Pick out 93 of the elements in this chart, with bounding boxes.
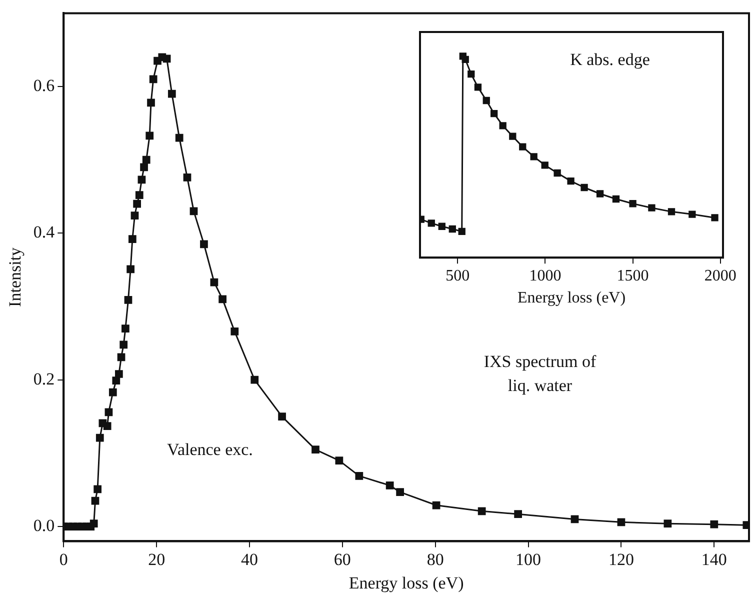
point bbox=[122, 324, 130, 332]
point bbox=[514, 510, 522, 518]
x-axis-title: Energy loss (eV) bbox=[348, 573, 464, 592]
point bbox=[96, 434, 104, 442]
point bbox=[482, 96, 490, 104]
point bbox=[115, 370, 123, 378]
point bbox=[312, 446, 320, 454]
point bbox=[554, 169, 561, 177]
point bbox=[355, 472, 364, 480]
y-axis-title: Intensity bbox=[6, 246, 25, 307]
point bbox=[668, 208, 676, 216]
x-tick-label: 100 bbox=[516, 550, 542, 569]
point bbox=[120, 340, 128, 349]
point bbox=[278, 412, 286, 420]
point bbox=[335, 456, 344, 464]
point bbox=[230, 328, 239, 336]
point bbox=[541, 162, 548, 169]
x-tick-label: 0 bbox=[59, 550, 68, 569]
point bbox=[530, 153, 538, 160]
point bbox=[140, 163, 148, 172]
x-tick-label: 40 bbox=[241, 550, 258, 569]
y-tick-label: 0.0 bbox=[33, 516, 55, 535]
point bbox=[386, 482, 394, 490]
point bbox=[117, 353, 126, 362]
x-tick-label: 20 bbox=[148, 550, 166, 569]
x-tick-label: 1500 bbox=[616, 267, 649, 284]
point bbox=[133, 200, 141, 208]
x-tick-label: 80 bbox=[426, 550, 444, 569]
x-tick-label: 500 bbox=[446, 267, 470, 284]
point bbox=[478, 507, 486, 516]
point bbox=[629, 200, 636, 208]
point bbox=[200, 240, 208, 248]
point bbox=[175, 134, 184, 142]
point bbox=[138, 176, 146, 184]
annotation: IXS spectrum of liq. water bbox=[482, 351, 598, 397]
point bbox=[146, 132, 154, 140]
point bbox=[490, 110, 498, 118]
point bbox=[91, 496, 100, 505]
annotation: K abs. edge bbox=[569, 49, 651, 71]
point bbox=[438, 222, 446, 230]
point bbox=[710, 520, 718, 528]
point bbox=[570, 515, 579, 524]
point bbox=[149, 75, 158, 84]
x-tick-label: 120 bbox=[608, 550, 634, 569]
point bbox=[103, 422, 112, 430]
point bbox=[396, 488, 404, 496]
point bbox=[448, 225, 456, 233]
point bbox=[218, 295, 226, 304]
point bbox=[210, 278, 218, 286]
x-axis-title: Energy loss (eV) bbox=[517, 290, 626, 307]
point bbox=[596, 190, 604, 198]
point bbox=[94, 485, 102, 494]
point bbox=[130, 212, 139, 220]
point bbox=[509, 132, 516, 140]
y-tick-label: 0.4 bbox=[33, 222, 56, 242]
point bbox=[142, 156, 150, 164]
point bbox=[612, 195, 620, 203]
point bbox=[126, 265, 134, 274]
annotation: Valence exc. bbox=[166, 439, 254, 461]
point bbox=[183, 174, 192, 182]
point bbox=[147, 98, 155, 107]
point bbox=[135, 191, 144, 199]
point bbox=[168, 90, 176, 98]
point bbox=[432, 501, 440, 510]
point bbox=[458, 228, 466, 235]
y-tick-label: 0.2 bbox=[33, 369, 55, 388]
point bbox=[428, 220, 435, 227]
point bbox=[688, 210, 696, 218]
point bbox=[519, 143, 526, 150]
point bbox=[128, 235, 136, 243]
x-tick-label: 1000 bbox=[529, 267, 562, 284]
x-tick-label: 2000 bbox=[704, 267, 736, 284]
point bbox=[462, 56, 469, 63]
point bbox=[108, 388, 117, 396]
x-tick-label: 60 bbox=[334, 550, 351, 569]
point bbox=[499, 122, 506, 130]
point bbox=[580, 184, 588, 192]
point bbox=[648, 204, 656, 212]
point bbox=[250, 376, 259, 384]
point bbox=[617, 518, 626, 526]
point bbox=[162, 54, 171, 63]
point bbox=[711, 214, 718, 222]
point bbox=[104, 408, 113, 416]
point bbox=[124, 296, 132, 304]
y-tick-label: 0.6 bbox=[33, 76, 55, 95]
point bbox=[474, 84, 482, 91]
point bbox=[112, 376, 120, 385]
x-tick-label: 140 bbox=[701, 550, 727, 569]
point bbox=[190, 207, 198, 216]
point bbox=[664, 520, 672, 528]
point bbox=[468, 70, 475, 78]
point bbox=[90, 520, 98, 528]
point bbox=[567, 177, 574, 185]
